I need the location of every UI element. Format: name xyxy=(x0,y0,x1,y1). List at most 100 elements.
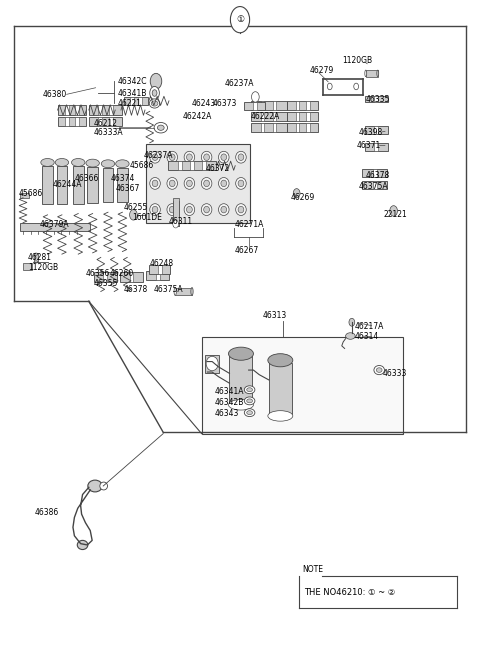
Text: 46217A: 46217A xyxy=(354,322,384,331)
Ellipse shape xyxy=(100,482,108,490)
Ellipse shape xyxy=(238,180,244,187)
Text: 46248: 46248 xyxy=(150,259,174,269)
Bar xyxy=(373,181,377,189)
Ellipse shape xyxy=(150,151,160,163)
Ellipse shape xyxy=(221,206,227,213)
Circle shape xyxy=(354,83,359,90)
Bar xyxy=(287,112,318,121)
Ellipse shape xyxy=(34,253,38,255)
Ellipse shape xyxy=(150,178,160,189)
Ellipse shape xyxy=(204,206,209,213)
Text: 46313: 46313 xyxy=(263,311,288,320)
Bar xyxy=(156,271,160,280)
Ellipse shape xyxy=(238,154,244,160)
Circle shape xyxy=(252,92,259,102)
Bar xyxy=(251,123,287,132)
Ellipse shape xyxy=(201,178,212,189)
Text: 46333: 46333 xyxy=(383,369,408,378)
Bar xyxy=(94,272,117,282)
Ellipse shape xyxy=(201,204,212,215)
Ellipse shape xyxy=(167,151,178,163)
Bar xyxy=(251,112,287,121)
Ellipse shape xyxy=(187,154,192,160)
Ellipse shape xyxy=(34,261,38,263)
Text: 46343: 46343 xyxy=(215,409,240,419)
Ellipse shape xyxy=(244,386,255,394)
Ellipse shape xyxy=(152,180,158,187)
Bar xyxy=(124,97,148,105)
Bar xyxy=(138,97,142,105)
Bar xyxy=(103,168,113,202)
Bar xyxy=(374,96,378,102)
Bar xyxy=(374,143,378,151)
Bar xyxy=(87,167,98,203)
Text: 1601DE: 1601DE xyxy=(132,213,162,222)
Bar xyxy=(103,272,107,282)
Bar xyxy=(75,105,79,115)
Bar xyxy=(374,126,378,134)
Bar xyxy=(98,117,102,126)
Text: 46242A: 46242A xyxy=(182,112,212,121)
Ellipse shape xyxy=(268,354,293,367)
Text: 46379A: 46379A xyxy=(39,219,69,229)
Bar xyxy=(306,101,310,110)
Ellipse shape xyxy=(88,480,102,492)
Text: 46255: 46255 xyxy=(124,203,148,212)
Ellipse shape xyxy=(187,180,192,187)
Bar xyxy=(229,356,252,403)
Ellipse shape xyxy=(72,159,85,166)
Text: 46356: 46356 xyxy=(85,269,110,278)
Text: 46375A: 46375A xyxy=(359,182,389,191)
Bar xyxy=(20,193,29,198)
Bar xyxy=(366,70,378,77)
Bar xyxy=(175,288,192,295)
Ellipse shape xyxy=(154,122,168,133)
Ellipse shape xyxy=(218,178,229,189)
Text: 46271A: 46271A xyxy=(234,219,264,229)
Text: 46341A: 46341A xyxy=(215,387,244,396)
Bar xyxy=(269,363,292,414)
Ellipse shape xyxy=(221,154,227,160)
Bar xyxy=(98,105,102,115)
Bar xyxy=(117,168,128,202)
Text: 46237A: 46237A xyxy=(225,79,254,88)
Ellipse shape xyxy=(150,204,160,215)
Circle shape xyxy=(293,189,300,198)
Ellipse shape xyxy=(151,101,158,106)
Circle shape xyxy=(349,318,355,326)
Bar xyxy=(20,223,90,231)
Text: 46243: 46243 xyxy=(192,99,216,108)
Bar xyxy=(149,265,170,274)
Text: 46342B: 46342B xyxy=(215,398,244,407)
Ellipse shape xyxy=(204,180,209,187)
Bar xyxy=(65,105,69,115)
Ellipse shape xyxy=(167,178,178,189)
Text: 22121: 22121 xyxy=(384,210,408,219)
Bar xyxy=(244,102,265,110)
Text: 46335: 46335 xyxy=(366,95,390,104)
Circle shape xyxy=(150,73,162,89)
Circle shape xyxy=(230,7,250,33)
Bar xyxy=(58,105,86,115)
Text: 46237A: 46237A xyxy=(144,151,173,160)
Ellipse shape xyxy=(365,70,367,77)
Ellipse shape xyxy=(236,178,246,189)
Bar xyxy=(75,117,79,126)
Text: 46371: 46371 xyxy=(356,141,381,150)
Text: 46380: 46380 xyxy=(42,90,67,100)
Bar xyxy=(178,161,182,170)
Text: 1120GB: 1120GB xyxy=(342,56,372,65)
Ellipse shape xyxy=(376,367,382,372)
Ellipse shape xyxy=(244,397,255,405)
Bar xyxy=(146,271,169,280)
Ellipse shape xyxy=(174,288,176,295)
Bar xyxy=(362,181,387,189)
Bar xyxy=(252,102,256,110)
Bar xyxy=(65,117,69,126)
Text: 46386: 46386 xyxy=(35,508,59,517)
Ellipse shape xyxy=(247,411,252,415)
Bar xyxy=(89,117,122,126)
Text: 46367: 46367 xyxy=(115,184,140,193)
Bar xyxy=(130,97,134,105)
Ellipse shape xyxy=(221,180,227,187)
